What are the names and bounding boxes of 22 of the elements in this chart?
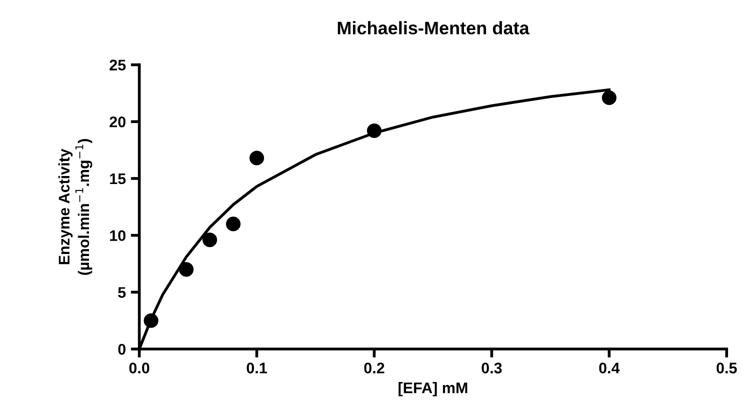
y-tick-label: 10 [110,230,126,242]
y-axis-title: Enzyme Activity (µmol.min$^{−1}$.mg$^{−1}$) [58,139,92,275]
x-tick-label: 0.3 [482,362,502,374]
point [602,90,616,106]
x-tick-label: 0.0 [129,362,150,374]
x-tick-label: 0.1 [246,362,267,374]
x-tick-label: 0.4 [599,362,620,374]
point [366,123,382,138]
y-tick-label: 0 [118,344,126,355]
y-tick-label: 20 [110,116,126,128]
y-tick-label: 5 [118,287,126,298]
x-tick-label: 0.2 [364,362,384,374]
point [144,313,158,328]
point [202,232,218,248]
point [226,216,241,232]
point [179,262,194,277]
x-axis-title: [EFA] mM [398,382,468,396]
x-tick-label: 0.5 [716,362,737,374]
point [249,150,264,166]
y-tick-label: 15 [110,174,126,184]
y-tick-label: 25 [110,60,126,70]
chart-title: Michaelis-Menten data [338,21,530,34]
